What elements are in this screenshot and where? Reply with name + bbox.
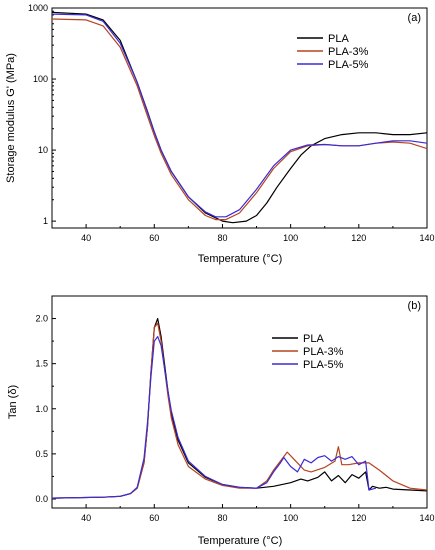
x-tick-label: 80 [217,513,227,523]
y-tick-label: 2.0 [35,314,48,324]
y-tick-label: 1000 [28,3,48,13]
y-axis-title: Storage modulus G' (MPa) [5,53,17,183]
y-tick-label: 100 [33,74,48,84]
plot-frame [51,295,428,509]
x-tick-label: 120 [351,513,366,523]
series-line-pla-3- [52,322,427,499]
y-tick-label: 1 [43,216,48,226]
y-tick-label: 1.0 [35,404,48,414]
series-line-pla-3- [52,18,427,221]
y-tick-label: 1.5 [35,359,48,369]
x-tick-label: 40 [81,513,91,523]
x-axis-title: Temperature (°C) [198,253,282,265]
panel-label: (b) [408,300,421,312]
x-tick-label: 80 [217,233,227,243]
legend-label: PLA-3% [328,46,369,58]
chart-panel-2: 40 60 80 100 120 140 0.0 0.5 1.0 1.5 2.0 PLAPLA-3%P… [7,295,435,547]
series-line-pla-5- [52,336,377,499]
chart-panel-1: 40 60 80 100 120 140 1 10 100 1000 PLAPLA-3%PLA-5%… [5,3,435,265]
y-tick-label: 10 [38,145,48,155]
x-tick-label: 60 [149,513,159,523]
legend-label: PLA-5% [328,59,369,71]
x-tick-label: 140 [419,233,434,243]
plot-frame [51,7,428,229]
legend-label: PLA-5% [303,359,344,371]
legend-label: PLA-3% [303,346,344,358]
series-line-pla [52,318,427,499]
series-line-pla [52,11,427,224]
x-axis-title: Temperature (°C) [198,535,282,547]
legend-label: PLA [303,333,324,345]
y-tick-label: 0.5 [35,449,48,459]
x-tick-label: 40 [81,233,91,243]
x-tick-label: 100 [283,233,298,243]
panel-label: (a) [408,12,421,24]
y-tick-label: 0.0 [35,494,48,504]
x-tick-label: 120 [351,233,366,243]
x-tick-label: 60 [149,233,159,243]
legend-label: PLA [328,33,349,45]
series-line-pla-5- [52,13,427,218]
x-tick-label: 100 [283,513,298,523]
x-tick-label: 140 [419,513,434,523]
y-axis-title: Tan (δ) [7,385,19,419]
